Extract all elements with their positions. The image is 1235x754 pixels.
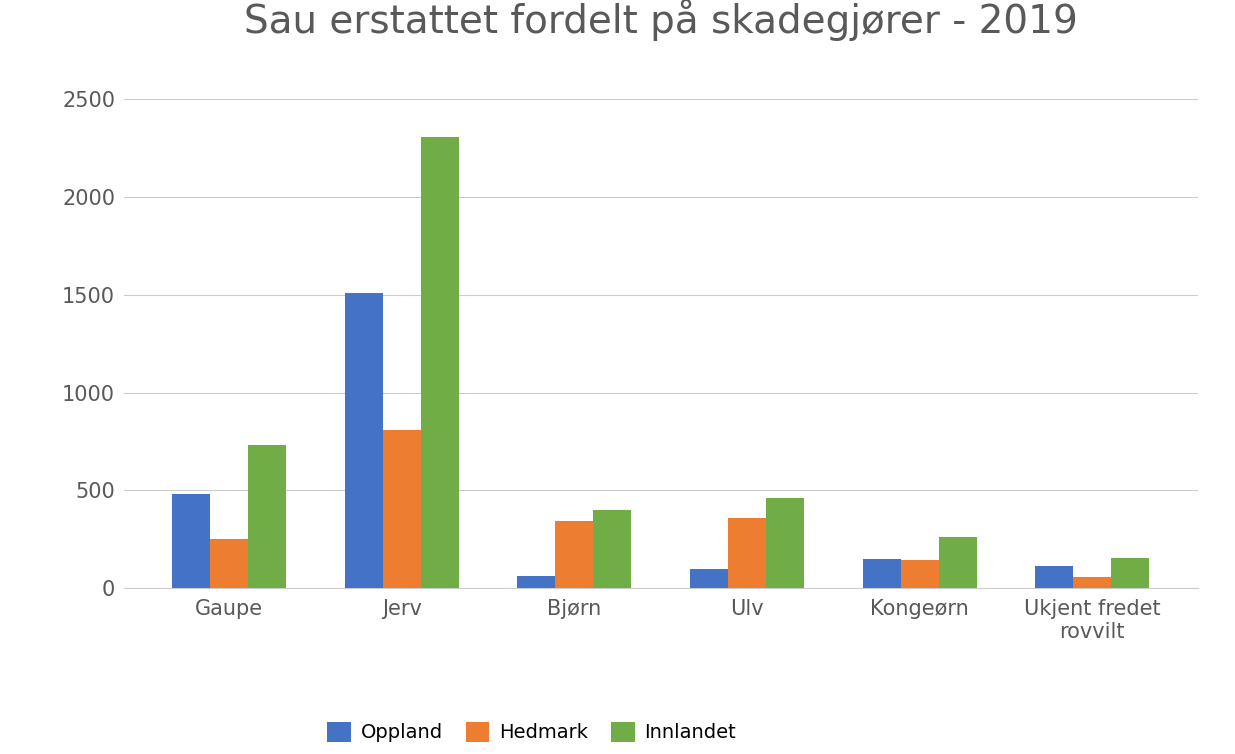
Bar [421,136,459,588]
Bar [1112,558,1149,588]
Bar [594,510,631,588]
Bar [727,518,766,588]
Bar [248,446,287,588]
Bar [766,498,804,588]
Bar [517,576,556,588]
Bar [383,430,421,588]
Bar [939,538,977,588]
Bar [210,539,248,588]
Bar [690,569,727,588]
Bar [556,521,594,588]
Bar [1035,566,1073,588]
Bar [900,559,939,588]
Bar [345,293,383,588]
Legend: Oppland, Hedmark, Innlandet: Oppland, Hedmark, Innlandet [320,714,743,750]
Bar [173,495,210,588]
Bar [862,559,900,588]
Bar [1073,578,1112,588]
Title: Sau erstattet fordelt på skadegjører - 2019: Sau erstattet fordelt på skadegjører - 2… [243,0,1078,41]
